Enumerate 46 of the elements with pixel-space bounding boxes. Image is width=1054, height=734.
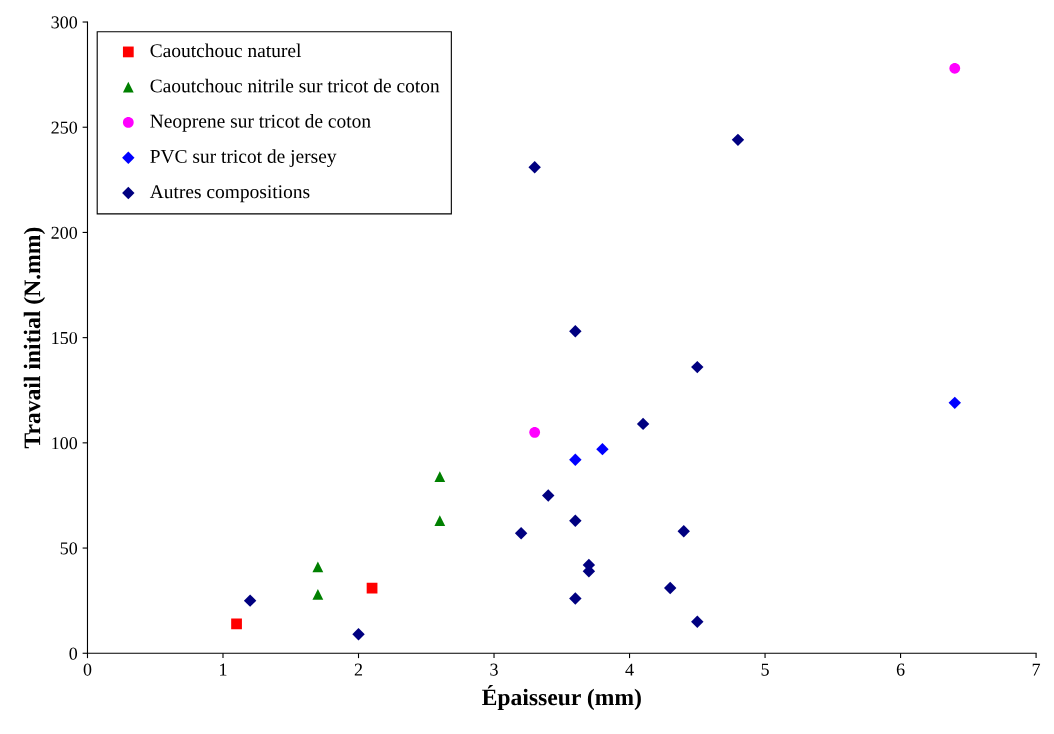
point	[514, 527, 528, 540]
point	[691, 360, 704, 374]
legend-label: PVC sur tricot de jersey	[150, 149, 337, 167]
legend-label: Caoutchouc naturel	[150, 43, 302, 58]
x-axis-title: Épaisseur (mm)	[482, 684, 641, 711]
point	[569, 514, 582, 527]
point	[596, 442, 609, 456]
x-tick-label: 7	[1032, 663, 1041, 676]
point	[231, 618, 242, 630]
y-tick-label: 50	[60, 542, 78, 555]
legend-label: Caoutchouc nitrile sur tricot de coton	[150, 78, 440, 93]
point	[542, 489, 555, 502]
point	[243, 594, 257, 607]
x-tick-label: 0	[83, 663, 92, 676]
y-tick-label: 250	[51, 121, 78, 134]
x-tick-label: 4	[625, 663, 634, 676]
point	[677, 525, 690, 538]
point	[636, 417, 650, 431]
point	[949, 62, 961, 74]
point	[528, 160, 541, 174]
y-tick-label: 100	[52, 437, 78, 450]
point	[312, 588, 324, 600]
point	[691, 615, 704, 628]
point	[569, 325, 582, 338]
point	[663, 581, 677, 595]
y-tick-label: 0	[69, 647, 78, 660]
x-tick-label: 5	[761, 663, 769, 676]
point	[352, 628, 365, 641]
legend-label: Neoprene sur tricot de coton	[150, 114, 371, 132]
y-tick-label: 200	[51, 226, 78, 239]
point	[434, 471, 446, 482]
legend-label: Autres compositions	[149, 185, 310, 203]
point	[529, 426, 541, 438]
x-tick-label: 2	[354, 663, 363, 676]
x-tick-label: 6	[896, 663, 905, 676]
x-tick-label: 3	[490, 663, 498, 676]
x-tick-label: 1	[220, 663, 227, 676]
point	[434, 515, 446, 527]
point	[569, 453, 582, 466]
point	[569, 592, 582, 605]
y-tick-label: 300	[51, 16, 78, 29]
y-tick-label: 150	[52, 331, 78, 345]
point	[948, 396, 961, 410]
point	[312, 561, 324, 573]
point	[731, 133, 745, 147]
y-axis-title: Travail initial (N.mm)	[23, 227, 46, 449]
